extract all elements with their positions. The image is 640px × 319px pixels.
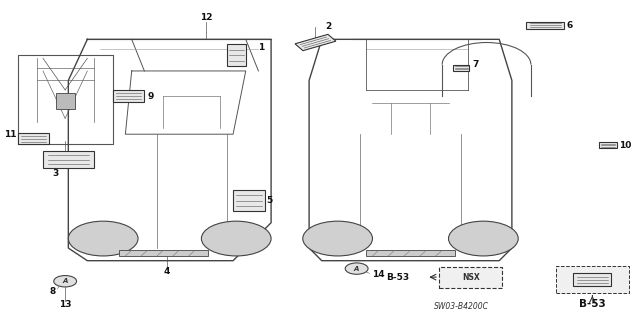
Text: 6: 6 [566,21,573,30]
Bar [527,22,564,29]
Circle shape [68,221,138,256]
Text: 3: 3 [52,169,59,178]
Text: 5: 5 [267,196,273,205]
Text: 14: 14 [372,271,385,279]
Text: 8: 8 [49,287,56,296]
Circle shape [345,263,368,274]
Text: 9: 9 [148,92,154,101]
Circle shape [202,221,271,256]
Bar [366,250,455,256]
Text: SW03-B4200C: SW03-B4200C [434,302,489,311]
Bar [56,93,75,109]
Text: 2: 2 [325,22,332,31]
Bar [439,267,502,287]
Bar [453,65,469,70]
Text: 12: 12 [200,13,212,22]
Bar [113,90,145,102]
Text: NSX: NSX [462,273,479,282]
Bar [119,250,208,256]
Circle shape [303,221,372,256]
Text: B-53: B-53 [386,273,409,282]
Text: A: A [354,266,359,271]
Bar [227,44,246,66]
Text: A: A [63,278,68,284]
Bar [18,133,49,145]
Bar [233,190,265,211]
Text: 10: 10 [619,141,631,150]
Circle shape [449,221,518,256]
Text: 4: 4 [163,267,170,276]
Text: 11: 11 [4,130,17,139]
Bar [573,273,611,286]
Bar [599,142,617,148]
Bar [43,151,93,168]
Bar [295,34,336,51]
Bar [556,266,629,293]
Text: B-53: B-53 [579,299,605,309]
Circle shape [54,276,77,287]
Text: 1: 1 [259,43,265,52]
Text: 7: 7 [472,60,479,69]
Text: 13: 13 [59,300,72,309]
